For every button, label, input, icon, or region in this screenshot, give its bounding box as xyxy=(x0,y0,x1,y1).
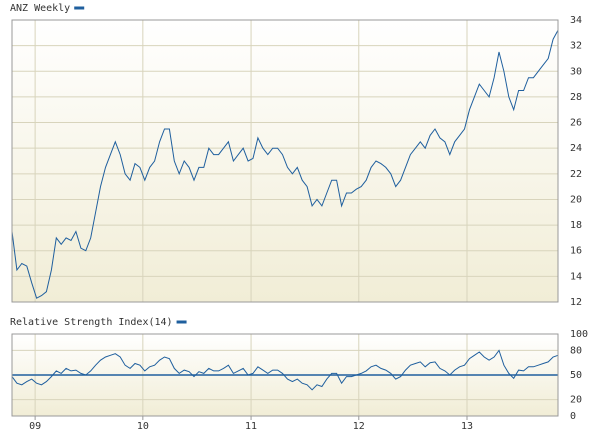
x-tick-label: 10 xyxy=(137,421,149,432)
price-line xyxy=(11,349,559,391)
x-tick-label: 12 xyxy=(353,421,365,432)
y-tick-label: 32 xyxy=(570,41,582,52)
y-tick-label: 22 xyxy=(570,169,582,180)
y-tick-label: 50 xyxy=(570,370,582,381)
y-tick-label: 14 xyxy=(570,271,582,282)
price-line xyxy=(11,30,559,299)
y-tick-label: 28 xyxy=(570,92,582,103)
panel-title: Relative Strength Index(14) xyxy=(10,317,173,328)
y-tick-label: 26 xyxy=(570,118,582,129)
y-tick-label: 0 xyxy=(570,411,576,422)
x-tick-label: 13 xyxy=(461,421,473,432)
x-tick-label: 09 xyxy=(29,421,41,432)
y-tick-label: 16 xyxy=(570,246,582,257)
y-tick-label: 20 xyxy=(570,395,582,406)
panel-title: ANZ Weekly xyxy=(10,3,70,14)
y-tick-label: 30 xyxy=(570,66,582,77)
y-tick-label: 18 xyxy=(570,220,582,231)
y-tick-label: 34 xyxy=(570,15,582,26)
y-tick-label: 20 xyxy=(570,194,582,205)
plot-border xyxy=(11,19,559,303)
y-tick-label: 12 xyxy=(570,297,582,308)
plot-border xyxy=(11,333,559,417)
y-tick-label: 80 xyxy=(570,345,582,356)
y-tick-label: 100 xyxy=(570,329,588,340)
y-tick-label: 24 xyxy=(570,143,582,154)
x-tick-label: 11 xyxy=(245,421,257,432)
